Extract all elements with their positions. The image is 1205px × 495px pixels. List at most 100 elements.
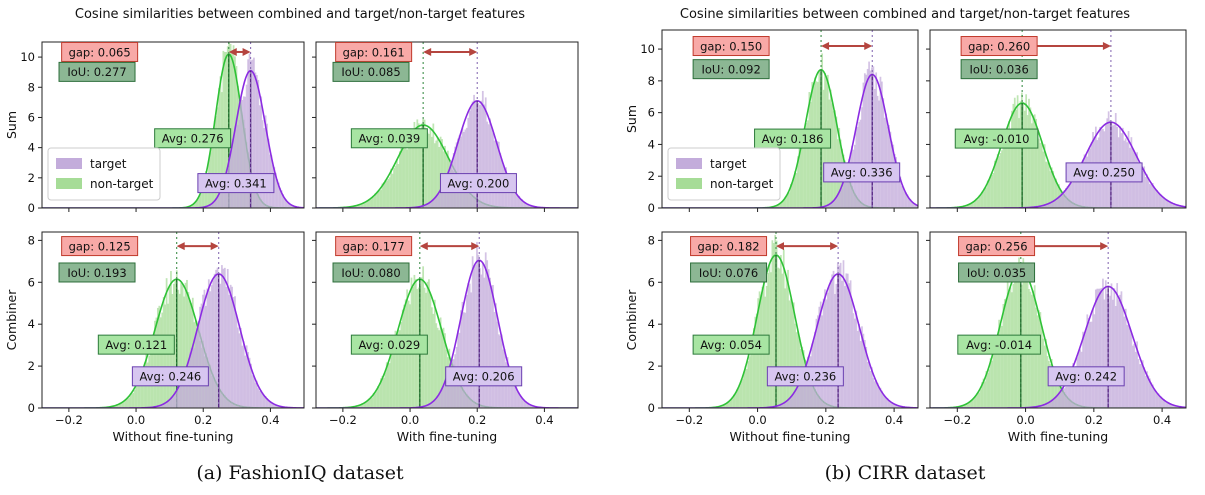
- gap-arrow-head-right: [211, 242, 219, 250]
- y-tick-label: 4: [648, 137, 655, 151]
- gap-label: gap: 0.260: [968, 39, 1030, 53]
- avg-target-label: Avg: 0.200: [448, 176, 510, 190]
- avg-nontarget-label: Avg: 0.276: [162, 132, 224, 146]
- gap-arrow-head-right: [1100, 242, 1108, 250]
- y-tick-label: 8: [648, 74, 655, 88]
- panel-4: −0.2 0.0 0.2 0.4 With fine-tuning gap: 0.256 I…: [926, 232, 1186, 444]
- x-tick-label: −0.2: [943, 413, 971, 427]
- chart-title: Cosine similarities between combined and…: [75, 7, 525, 22]
- panel-1: 0246810Sumgap: 0.150IoU: 0.092Avg: 0.186…: [624, 30, 918, 215]
- y-tick-label: 6: [28, 110, 35, 124]
- row-label: Sum: [624, 105, 639, 133]
- panel-3: −0.2 0.0 0.2 0.4 0 2 4 6 8 Combiner Without fine-t…: [4, 232, 304, 444]
- iou-label: IoU: 0.076: [699, 266, 758, 280]
- y-tick-label: 0: [648, 201, 655, 215]
- gap-arrow-head-left: [821, 42, 829, 50]
- panel-3: −0.2 0.0 0.2 0.4 0 2 4 6 8 Combiner Without fine-t…: [624, 232, 918, 444]
- x-tick-label: 0.0: [748, 413, 766, 427]
- gap-label: gap: 0.177: [343, 239, 405, 253]
- y-tick-label: 2: [648, 359, 655, 373]
- row-label: Combiner: [624, 289, 639, 351]
- plot-area: [930, 30, 1186, 208]
- y-tick-label: 2: [28, 171, 35, 185]
- legend-swatch: [56, 158, 82, 169]
- avg-target-label: Avg: 0.336: [831, 166, 893, 180]
- x-tick-label: 0.4: [535, 413, 553, 427]
- gap-arrow-head-right: [1103, 42, 1111, 50]
- x-tick-label: 0.0: [401, 413, 419, 427]
- y-tick-label: 4: [648, 317, 655, 331]
- panel-4: −0.2 0.0 0.2 0.4 With fine-tuning gap: 0.177 I…: [312, 232, 578, 444]
- gap-label: gap: 0.125: [69, 239, 131, 253]
- legend-frame: [668, 148, 780, 200]
- x-tick-label: 0.2: [1085, 413, 1103, 427]
- x-axis-label: With fine-tuning: [397, 429, 497, 444]
- gap-arrow-head-right: [469, 48, 477, 56]
- row-label: Sum: [4, 111, 19, 139]
- gap-arrow-head-right: [471, 242, 479, 250]
- avg-target-label: Avg: 0.206: [453, 370, 515, 384]
- y-tick-label: 10: [20, 50, 35, 64]
- gap-arrow-head-right: [864, 42, 872, 50]
- avg-nontarget-label: Avg: -0.010: [964, 132, 1030, 146]
- x-tick-label: 0.2: [468, 413, 486, 427]
- gap-arrow-head-right: [830, 242, 838, 250]
- iou-label: IoU: 0.035: [967, 266, 1026, 280]
- gap-arrow-head-left: [420, 242, 428, 250]
- avg-target-label: Avg: 0.242: [1055, 370, 1117, 384]
- x-tick-label: 0.0: [1016, 413, 1034, 427]
- y-tick-label: 4: [28, 141, 35, 155]
- y-tick-label: 8: [28, 233, 35, 247]
- iou-label: IoU: 0.193: [67, 266, 126, 280]
- y-tick-label: 6: [648, 106, 655, 120]
- x-tick-label: 0.2: [817, 413, 835, 427]
- x-tick-label: −0.2: [675, 413, 703, 427]
- iou-label: IoU: 0.036: [969, 62, 1028, 76]
- y-tick-label: 0: [28, 201, 35, 215]
- y-tick-label: 2: [648, 169, 655, 183]
- y-tick-label: 8: [648, 233, 655, 247]
- avg-target-label: Avg: 0.250: [1073, 166, 1135, 180]
- caption-cirr: (b) CIRR dataset: [825, 462, 986, 484]
- legend-swatch: [676, 178, 702, 189]
- avg-nontarget-label: Avg: 0.029: [358, 338, 420, 352]
- y-tick-label: 0: [28, 401, 35, 415]
- iou-label: IoU: 0.080: [341, 266, 400, 280]
- y-tick-label: 10: [640, 42, 655, 56]
- x-tick-label: 0.0: [127, 413, 145, 427]
- avg-target-label: Avg: 0.236: [774, 370, 836, 384]
- legend-frame: [48, 148, 160, 200]
- legend-swatch: [676, 158, 702, 169]
- y-tick-label: 0: [648, 401, 655, 415]
- row-label: Combiner: [4, 289, 19, 351]
- avg-nontarget-label: Avg: 0.054: [700, 338, 762, 352]
- x-tick-label: −0.2: [329, 413, 357, 427]
- x-tick-label: 0.4: [885, 413, 903, 427]
- gap-label: gap: 0.150: [700, 39, 762, 53]
- avg-target-label: Avg: 0.341: [205, 176, 267, 190]
- legend: target non-target: [668, 148, 780, 200]
- x-tick-label: 0.4: [261, 413, 279, 427]
- panel-2: gap: 0.161IoU: 0.085Avg: 0.039Avg: 0.200: [312, 42, 578, 212]
- panel-1: 0246810Sumgap: 0.065IoU: 0.277Avg: 0.276…: [4, 42, 304, 215]
- x-tick-label: −0.2: [55, 413, 83, 427]
- gap-label: gap: 0.065: [69, 45, 131, 59]
- legend: target non-target: [48, 148, 160, 200]
- x-axis-label: Without fine-tuning: [730, 429, 851, 444]
- iou-label: IoU: 0.277: [67, 65, 126, 79]
- avg-nontarget-label: Avg: -0.014: [966, 338, 1032, 352]
- iou-label: IoU: 0.092: [701, 62, 760, 76]
- iou-label: IoU: 0.085: [341, 65, 400, 79]
- x-axis-label: With fine-tuning: [1008, 429, 1108, 444]
- legend-label: non-target: [710, 177, 774, 191]
- x-tick-label: 0.4: [1153, 413, 1171, 427]
- avg-nontarget-label: Avg: 0.121: [105, 338, 167, 352]
- figure-fashioniq: Cosine similarities between combined and…: [4, 7, 578, 444]
- gap-label: gap: 0.256: [966, 239, 1028, 253]
- figure-cirr: Cosine similarities between combined and…: [624, 7, 1186, 444]
- gap-label: gap: 0.161: [343, 45, 405, 59]
- legend-label: target: [710, 157, 747, 171]
- y-tick-label: 2: [28, 359, 35, 373]
- y-tick-label: 6: [648, 275, 655, 289]
